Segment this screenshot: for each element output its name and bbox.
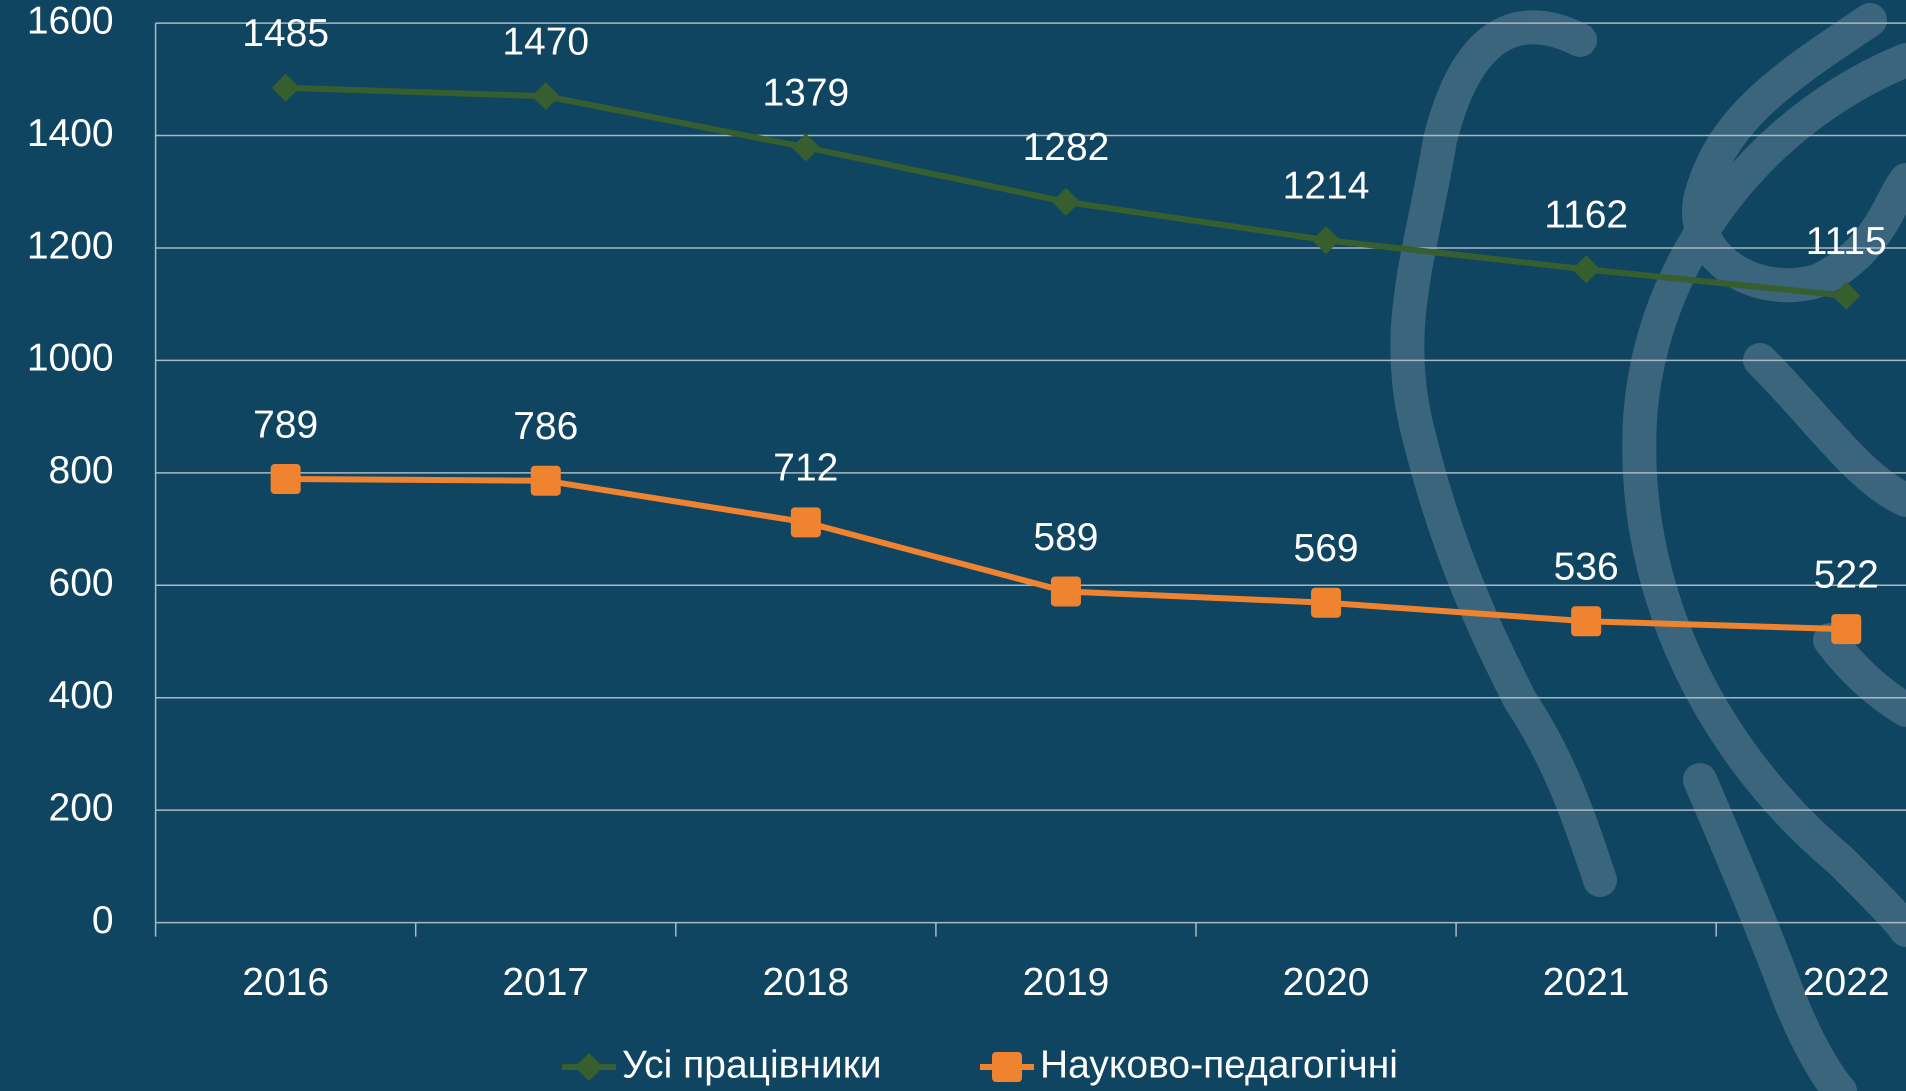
data-point	[1312, 226, 1341, 255]
data-point	[1571, 606, 1602, 637]
x-tick-label: 2018	[762, 961, 849, 1004]
legend-label: Усі працівники	[622, 1043, 882, 1086]
data-label: 1162	[1544, 194, 1628, 237]
data-point	[1831, 614, 1862, 645]
data-label: 1115	[1806, 220, 1887, 263]
data-point	[1051, 187, 1080, 216]
data-label: 1485	[242, 12, 329, 55]
data-label: 536	[1554, 546, 1619, 589]
data-label: 712	[773, 447, 838, 490]
data-point	[271, 73, 300, 102]
data-point	[1311, 587, 1342, 618]
data-point	[790, 507, 821, 538]
data-point	[1572, 255, 1601, 284]
data-point	[791, 133, 820, 162]
y-tick-label: 1200	[27, 224, 114, 267]
data-label: 1214	[1283, 164, 1370, 207]
y-tick-label: 400	[49, 674, 114, 717]
x-tick-label: 2016	[242, 961, 329, 1004]
data-point	[531, 82, 560, 111]
x-tick-label: 2019	[1023, 961, 1110, 1004]
y-tick-label: 200	[49, 786, 114, 829]
data-label: 786	[513, 405, 578, 448]
y-tick-label: 0	[92, 899, 114, 942]
x-tick-label: 2020	[1283, 961, 1370, 1004]
data-point	[270, 464, 301, 495]
data-label: 1379	[762, 72, 849, 115]
data-label: 522	[1814, 553, 1879, 596]
data-label: 1470	[502, 20, 589, 63]
x-tick-label: 2022	[1803, 961, 1890, 1004]
data-point	[530, 465, 561, 496]
y-tick-label: 800	[49, 449, 114, 492]
y-tick-label: 600	[49, 562, 114, 605]
y-tick-label: 1600	[27, 0, 114, 42]
y-tick-label: 1400	[27, 112, 114, 155]
data-point	[1050, 576, 1081, 607]
x-tick-label: 2021	[1543, 961, 1630, 1004]
data-point	[1832, 281, 1861, 310]
background-decoration	[1390, 3, 1906, 1091]
legend-label: Науково-педагогічні	[1040, 1043, 1398, 1086]
y-tick-label: 1000	[27, 337, 114, 380]
legend-marker	[992, 1052, 1022, 1082]
data-label: 1282	[1023, 126, 1110, 169]
data-label: 789	[253, 403, 318, 446]
legend-marker	[575, 1053, 603, 1081]
data-label: 589	[1033, 516, 1098, 559]
data-label: 569	[1294, 527, 1359, 570]
x-tick-label: 2017	[502, 961, 589, 1004]
